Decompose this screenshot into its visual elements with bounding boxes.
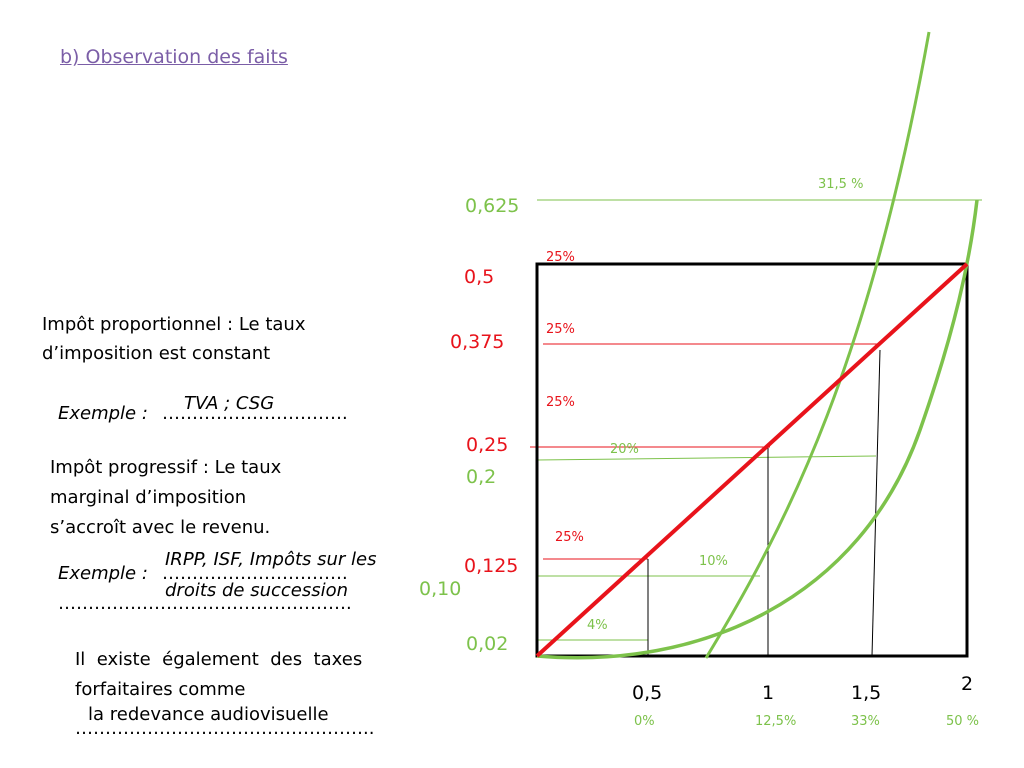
progressive-example-dots: …………………………. <box>162 563 348 584</box>
proportional-example-dots: …………………………. <box>162 403 348 424</box>
progressive-line-2: marginal d’imposition <box>50 487 247 508</box>
proportional-example-answer: TVA ; CSG <box>184 393 275 414</box>
y-label-02: 0,2 <box>466 466 497 488</box>
y-label-002: 0,02 <box>466 633 509 655</box>
y-label-0625: 0,625 <box>465 195 520 217</box>
flat-line-2: forfaitaires comme <box>75 679 246 700</box>
green-pct-20: 20% <box>610 442 639 457</box>
proportional-line <box>535 262 969 658</box>
red-pct-3: 25% <box>546 395 575 410</box>
progressive-answer-line-1: IRPP, ISF, Impôts sur les <box>165 549 377 570</box>
chart-frame <box>535 262 969 658</box>
progressive-example-dots-2: …………………………………………. <box>58 593 352 614</box>
y-label-010: 0,10 <box>419 578 462 600</box>
proportional-example-label: Exemple : <box>58 403 148 424</box>
y-label-05: 0,5 <box>464 266 495 288</box>
drop-line-15 <box>871 349 881 657</box>
x-label-1: 1 <box>762 682 775 704</box>
green-pct-10: 10% <box>699 554 728 569</box>
y-label-0125: 0,125 <box>464 555 519 577</box>
x-label-15: 1,5 <box>851 682 882 704</box>
green-pct-4: 4% <box>587 618 608 633</box>
progressive-line-1: Impôt progressif : Le taux <box>50 457 282 478</box>
x-label-05: 0,5 <box>632 682 663 704</box>
progressive-line-3: s’accroît avec le revenu. <box>50 517 271 538</box>
x-pct-50: 50 % <box>946 714 980 729</box>
progressive-curve <box>536 199 979 660</box>
marginal-rate-curve <box>704 31 931 659</box>
proportional-line-2: d’imposition est constant <box>42 343 271 364</box>
section-title: b) Observation des faits <box>60 46 288 68</box>
progressive-example-label: Exemple : <box>58 563 148 584</box>
guide-green-02 <box>536 455 877 461</box>
proportional-line-1: Impôt proportionnel : Le taux <box>42 314 306 335</box>
red-pct-2: 25% <box>546 322 575 337</box>
flat-dots: ………………………………………….. <box>75 718 375 739</box>
y-label-025: 0,25 <box>466 434 509 456</box>
progressive-answer-line-2: droits de succession <box>165 580 349 601</box>
x-pct-33: 33% <box>851 714 880 729</box>
red-pct-4: 25% <box>555 530 584 545</box>
x-pct-125: 12,5% <box>755 714 797 729</box>
red-pct-1: 25% <box>546 250 575 265</box>
x-pct-0: 0% <box>634 714 655 729</box>
x-label-2: 2 <box>961 673 974 695</box>
flat-line-1: Il existe également des taxes <box>75 649 363 670</box>
y-label-0375: 0,375 <box>450 331 505 353</box>
green-pct-315: 31,5 % <box>818 177 864 192</box>
flat-answer: la redevance audiovisuelle <box>88 704 329 725</box>
